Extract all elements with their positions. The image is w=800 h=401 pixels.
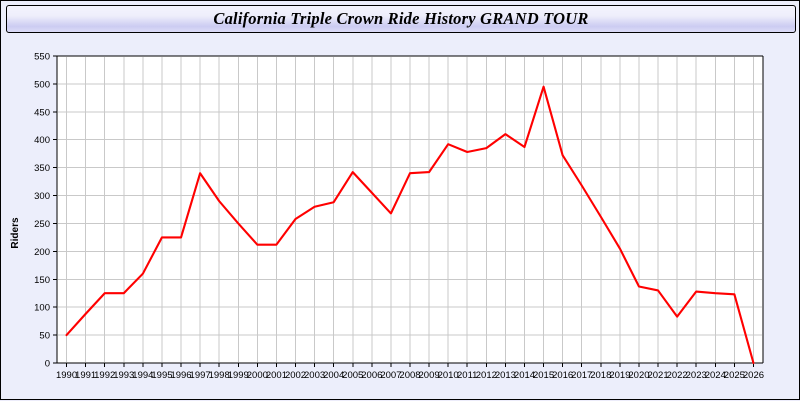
- y-axis-tick-label: 450: [34, 107, 50, 118]
- x-axis-tick-label: 1991: [75, 370, 96, 381]
- x-axis-tick-label: 1990: [56, 370, 77, 381]
- x-axis-tick-label: 2004: [323, 370, 344, 381]
- x-axis-tick-label: 1998: [209, 370, 230, 381]
- chart-series: [65, 85, 755, 365]
- x-axis-tick-label: 2026: [743, 370, 764, 381]
- x-axis-tick-label: 2009: [419, 370, 440, 381]
- x-axis-tick-label: 2023: [686, 370, 707, 381]
- x-axis-tick-label: 2022: [667, 370, 688, 381]
- x-axis-tick-label: 2018: [590, 370, 611, 381]
- page-title: California Triple Crown Ride History GRA…: [213, 9, 589, 28]
- x-axis-tick-labels: 1990199119921993199419951996199719981999…: [56, 370, 764, 381]
- x-axis-tick-label: 2025: [724, 370, 745, 381]
- x-axis-tick-label: 2017: [571, 370, 592, 381]
- x-axis-tick-label: 1993: [113, 370, 134, 381]
- x-axis-tick-label: 2001: [266, 370, 287, 381]
- x-axis-tick-label: 2020: [628, 370, 649, 381]
- x-axis-tick-label: 1994: [132, 370, 153, 381]
- window-title-bar: California Triple Crown Ride History GRA…: [6, 5, 796, 33]
- x-axis-tick-label: 2005: [342, 370, 363, 381]
- x-axis-tick-label: 2021: [647, 370, 668, 381]
- x-axis-tick-label: 1997: [190, 370, 211, 381]
- x-axis-tick-label: 2000: [247, 370, 268, 381]
- y-axis-ticks: [53, 55, 57, 364]
- y-axis-tick-label: 250: [34, 219, 50, 230]
- y-axis-tick-label: 300: [34, 191, 50, 202]
- x-axis-tick-label: 2016: [552, 370, 573, 381]
- x-axis-ticks: [66, 363, 754, 367]
- x-axis-tick-label: 2002: [285, 370, 306, 381]
- y-axis-title: Riders: [10, 217, 21, 249]
- y-axis-tick-label: 400: [34, 135, 50, 146]
- x-axis-tick-label: 2007: [380, 370, 401, 381]
- y-axis-tick-label: 0: [45, 359, 50, 370]
- x-axis-tick-label: 1999: [228, 370, 249, 381]
- x-axis-tick-label: 2015: [533, 370, 554, 381]
- x-axis-tick-label: 2008: [399, 370, 420, 381]
- y-axis-tick-label: 100: [34, 303, 50, 314]
- x-axis-tick-label: 2024: [705, 370, 726, 381]
- x-axis-tick-label: 2010: [438, 370, 459, 381]
- y-axis-tick-label: 50: [39, 331, 50, 342]
- x-axis-tick-label: 2014: [514, 370, 535, 381]
- x-axis-tick-label: 1992: [94, 370, 115, 381]
- y-axis-tick-labels: 0 50 100 150 200 250 300 350 400 450 500 550: [34, 52, 50, 370]
- x-axis-tick-label: 2012: [476, 370, 497, 381]
- y-axis-tick-label: 550: [34, 52, 50, 63]
- y-axis-tick-label: 150: [34, 275, 50, 286]
- y-axis-tick-label: 350: [34, 163, 50, 174]
- x-axis-tick-label: 2006: [361, 370, 382, 381]
- x-axis-tick-label: 2003: [304, 370, 325, 381]
- x-axis-tick-label: 2011: [457, 370, 477, 381]
- series-line-riders: [65, 85, 755, 365]
- x-axis-tick-label: 2019: [609, 370, 630, 381]
- x-axis-tick-label: 2013: [495, 370, 516, 381]
- y-axis-tick-label: 500: [34, 79, 50, 90]
- x-axis-tick-label: 1996: [170, 370, 191, 381]
- y-axis-tick-label: 200: [34, 247, 50, 258]
- chart-gridlines: [58, 57, 762, 362]
- x-axis-tick-label: 1995: [151, 370, 172, 381]
- chart-axes: [56, 55, 764, 364]
